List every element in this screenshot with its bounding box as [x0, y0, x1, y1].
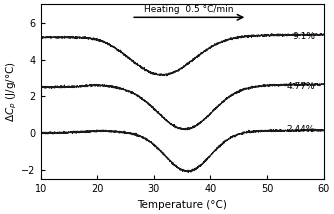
Text: 2.44%: 2.44% — [287, 125, 315, 134]
Text: 4.77%: 4.77% — [287, 82, 315, 91]
X-axis label: Temperature (°C): Temperature (°C) — [137, 200, 227, 210]
Text: Heating  0.5 °C/min: Heating 0.5 °C/min — [145, 5, 234, 14]
Y-axis label: $\Delta C_p$ (J/g/°C): $\Delta C_p$ (J/g/°C) — [4, 61, 19, 122]
Text: 9.1%: 9.1% — [292, 32, 315, 41]
